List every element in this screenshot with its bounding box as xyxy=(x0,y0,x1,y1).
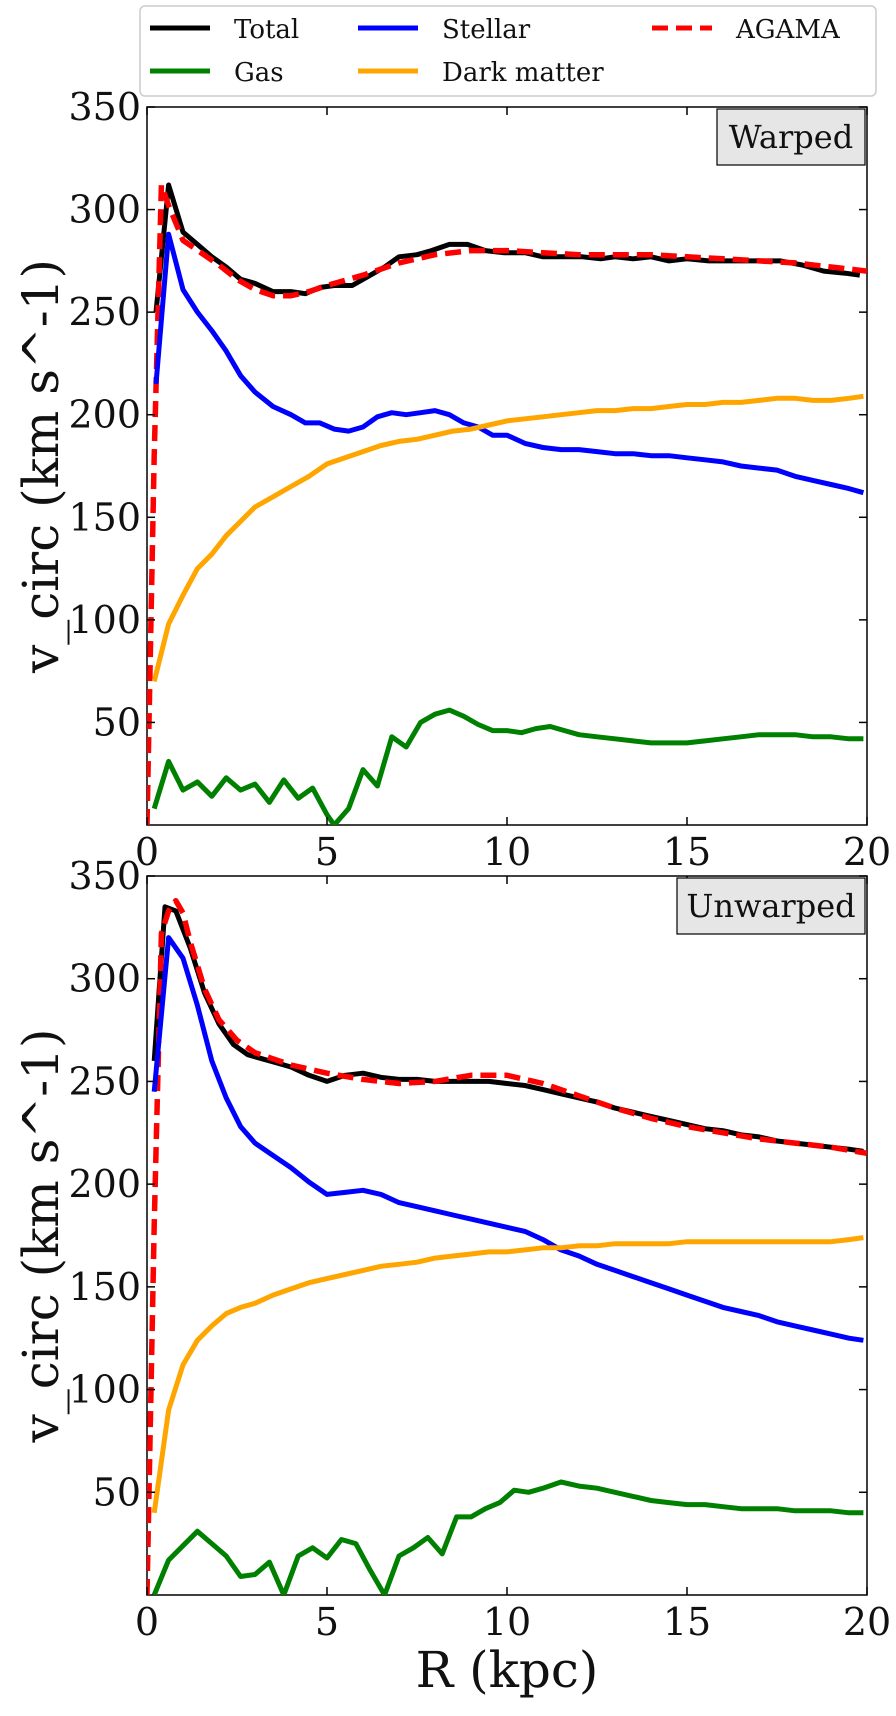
panel-unwarped: 0 5 10 15 20 50 100 150 200 250 300 350 v_circ (km s… xyxy=(12,854,891,1699)
series-line-total xyxy=(153,182,861,313)
series-line-agama xyxy=(147,897,867,1595)
panel-tag-box xyxy=(716,108,866,166)
legend-label-gas: Gas xyxy=(234,58,284,88)
y-tick-label: 50 xyxy=(93,1470,141,1514)
x-tick-label: 5 xyxy=(315,1600,339,1644)
y-tick-label: 100 xyxy=(68,598,141,642)
y-tick-label: 250 xyxy=(68,1059,141,1103)
y-tick-label: 200 xyxy=(68,1162,141,1206)
series-line-dark-matter xyxy=(151,393,864,683)
y-axis-label: v_circ (km s^-1) xyxy=(12,259,70,674)
x-tick-label: 5 xyxy=(315,830,339,874)
x-tick-label: 20 xyxy=(843,1600,891,1644)
x-tick-label: 20 xyxy=(843,830,891,874)
x-tick-label: 15 xyxy=(663,830,711,874)
x-tick-label: 0 xyxy=(135,1600,159,1644)
legend: Total Gas Stellar Dark matter AGAMA xyxy=(139,5,877,97)
x-tick-label: 0 xyxy=(135,830,159,874)
y-tick-label: 200 xyxy=(68,393,141,437)
panel-tag-label: Warped xyxy=(729,118,853,156)
legend-label-stellar: Stellar xyxy=(442,15,531,45)
y-tick-label: 300 xyxy=(68,957,141,1001)
x-axis-label: R (kpc) xyxy=(416,1641,599,1699)
x-tick-label: 10 xyxy=(483,830,531,874)
series-line-gas xyxy=(151,707,864,825)
series-line-gas xyxy=(151,1479,864,1595)
series-line-dark-matter xyxy=(151,1235,864,1514)
plot-area xyxy=(146,875,868,1596)
legend-label-total: Total xyxy=(234,15,299,45)
x-tick-label: 10 xyxy=(483,1600,531,1644)
series-line-agama xyxy=(147,182,867,825)
y-tick-label: 300 xyxy=(68,188,141,232)
panel-tag-label: Unwarped xyxy=(686,887,855,925)
y-tick-label: 150 xyxy=(68,1265,141,1309)
y-tick-label: 100 xyxy=(68,1368,141,1412)
y-tick-label: 350 xyxy=(68,85,141,129)
y-tick-label: 50 xyxy=(93,700,141,744)
y-tick-label: 350 xyxy=(68,854,141,898)
legend-label-dark-matter: Dark matter xyxy=(442,58,604,88)
series-group xyxy=(147,897,867,1595)
panel-warped: 0 5 10 15 20 50 100 150 200 250 300 350 v_circ (km s… xyxy=(12,85,891,874)
y-tick-label: 250 xyxy=(68,290,141,334)
panel-tag-box xyxy=(676,877,866,935)
x-tick-label: 15 xyxy=(663,1600,711,1644)
y-axis-label: v_circ (km s^-1) xyxy=(12,1029,70,1444)
series-group xyxy=(147,182,867,825)
y-tick-label: 150 xyxy=(68,495,141,539)
legend-label-agama: AGAMA xyxy=(735,15,841,45)
series-line-stellar xyxy=(151,935,864,1343)
